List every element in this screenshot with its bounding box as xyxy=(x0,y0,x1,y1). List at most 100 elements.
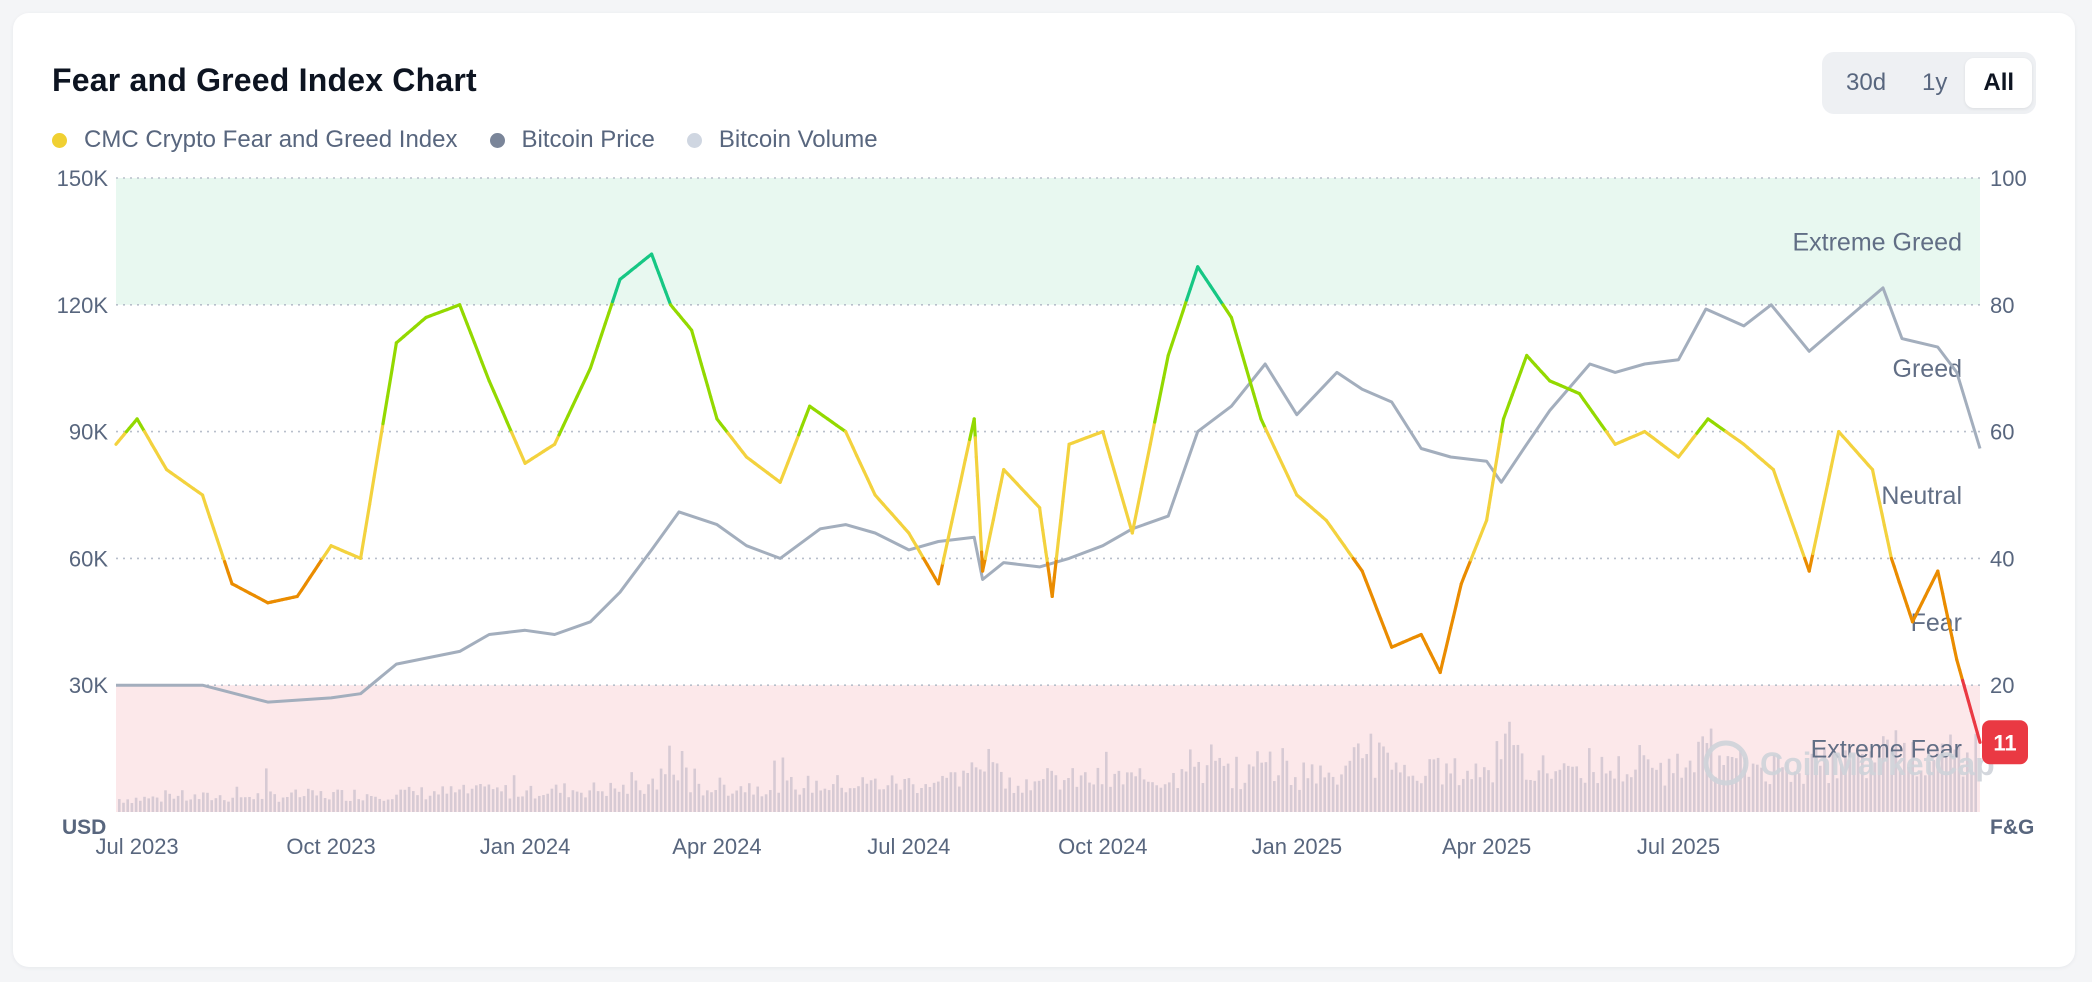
volume-bar xyxy=(202,792,205,812)
volume-bar xyxy=(1781,767,1784,812)
volume-bar xyxy=(1932,759,1935,812)
fear-greed-segment xyxy=(1807,551,1815,573)
volume-bar xyxy=(1319,765,1322,812)
y-left-tick-label: 150K xyxy=(57,166,109,191)
volume-bar xyxy=(1449,773,1452,812)
volume-bar xyxy=(1323,777,1326,812)
legend-item-bitcoin-price[interactable]: Bitcoin Price xyxy=(489,126,655,154)
volume-bar xyxy=(1369,733,1373,812)
volume-bar xyxy=(1079,775,1083,812)
fear-greed-segment xyxy=(208,515,216,530)
fear-greed-segment xyxy=(1050,575,1056,599)
volume-bar xyxy=(1478,777,1482,812)
fear-greed-segment xyxy=(1880,512,1886,527)
volume-bar xyxy=(134,797,138,812)
volume-bar xyxy=(1928,761,1931,812)
x-tick-label: Jul 2023 xyxy=(95,834,178,859)
volume-bar xyxy=(1865,778,1868,812)
volume-bar xyxy=(491,789,495,812)
fear-greed-segment xyxy=(689,328,697,343)
y-left-tick-label: 30K xyxy=(69,673,108,698)
fear-greed-segment xyxy=(980,556,987,573)
volume-bar xyxy=(559,792,562,812)
volume-bar xyxy=(1663,785,1667,812)
y-right-tick-label: 40 xyxy=(1990,546,2014,571)
volume-bar xyxy=(290,792,293,812)
volume-bar xyxy=(1399,772,1402,812)
fear-greed-segment xyxy=(975,474,981,497)
volume-bar xyxy=(563,783,566,812)
volume-bar xyxy=(945,777,948,812)
legend-label: CMC Crypto Fear and Greed Index xyxy=(84,126,458,153)
fear-greed-segment xyxy=(986,531,993,548)
fear-greed-segment xyxy=(1456,582,1463,597)
volume-bar xyxy=(1844,750,1847,812)
volume-bar xyxy=(1285,760,1289,812)
volume-bar xyxy=(1394,762,1398,812)
volume-bar xyxy=(853,788,856,812)
volume-bar xyxy=(479,784,482,812)
volume-bar xyxy=(1012,792,1016,812)
volume-bar xyxy=(1617,756,1620,812)
volume-bar xyxy=(1281,748,1284,812)
fear-greed-segment xyxy=(372,449,381,480)
volume-bar xyxy=(1810,753,1814,812)
fear-greed-segment xyxy=(570,395,579,408)
volume-bar xyxy=(1008,777,1011,812)
volume-bar xyxy=(1121,784,1125,812)
fear-greed-segment xyxy=(1497,430,1503,446)
volume-bar xyxy=(722,784,726,812)
volume-bar xyxy=(1697,741,1700,812)
volume-bar xyxy=(533,798,537,812)
fear-greed-segment xyxy=(1449,615,1456,630)
volume-bar xyxy=(819,790,822,812)
volume-bar xyxy=(1273,781,1276,812)
range-all-button[interactable]: All xyxy=(1965,58,2033,108)
range-30d-button[interactable]: 30d xyxy=(1846,69,1887,96)
fear-greed-segment xyxy=(480,360,488,373)
range-1y-button[interactable]: 1y xyxy=(1922,69,1948,96)
volume-bar xyxy=(500,791,503,812)
fear-greed-segment xyxy=(1963,689,1971,703)
volume-bar xyxy=(349,800,352,812)
fear-greed-segment xyxy=(510,430,518,445)
fear-greed-segment xyxy=(782,461,790,475)
volume-bar xyxy=(218,795,222,812)
volume-bar xyxy=(227,801,230,812)
volume-bar xyxy=(374,796,377,812)
fear-greed-segment xyxy=(501,410,509,424)
volume-bar xyxy=(1924,775,1927,812)
volume-bar xyxy=(1042,779,1045,812)
fear-greed-segment xyxy=(1966,699,1973,714)
legend-item-fear-greed[interactable]: CMC Crypto Fear and Greed Index xyxy=(52,126,458,154)
volume-bar xyxy=(651,778,654,812)
volume-bar xyxy=(1100,784,1104,812)
fear-greed-segment xyxy=(1181,298,1189,313)
volume-bar xyxy=(672,774,675,812)
volume-bar xyxy=(588,790,591,812)
volume-bar xyxy=(512,775,516,812)
volume-bar xyxy=(508,798,512,812)
fear-greed-segment xyxy=(1233,328,1241,345)
volume-bar xyxy=(483,786,486,812)
volume-bar xyxy=(1676,753,1679,812)
legend-item-bitcoin-volume[interactable]: Bitcoin Volume xyxy=(686,126,878,154)
volume-bar xyxy=(1588,748,1591,812)
fear-greed-segment xyxy=(1039,517,1045,532)
volume-bar xyxy=(1898,771,1902,812)
fear-greed-segment xyxy=(1438,659,1445,675)
chart-legend: CMC Crypto Fear and Greed Index Bitcoin … xyxy=(52,126,878,154)
fear-greed-segment xyxy=(1173,320,1181,335)
volume-bar xyxy=(1193,766,1196,812)
volume-bar xyxy=(1210,744,1213,812)
volume-bar xyxy=(1420,783,1423,812)
volume-bar xyxy=(983,771,986,812)
volume-bar xyxy=(1848,759,1851,812)
volume-bar xyxy=(403,789,407,812)
fear-greed-segment xyxy=(945,520,954,545)
fear-greed-segment xyxy=(390,341,398,372)
volume-bar xyxy=(353,789,356,812)
fear-greed-segment xyxy=(1065,442,1071,465)
volume-bar xyxy=(155,797,159,812)
volume-bar xyxy=(504,785,507,812)
